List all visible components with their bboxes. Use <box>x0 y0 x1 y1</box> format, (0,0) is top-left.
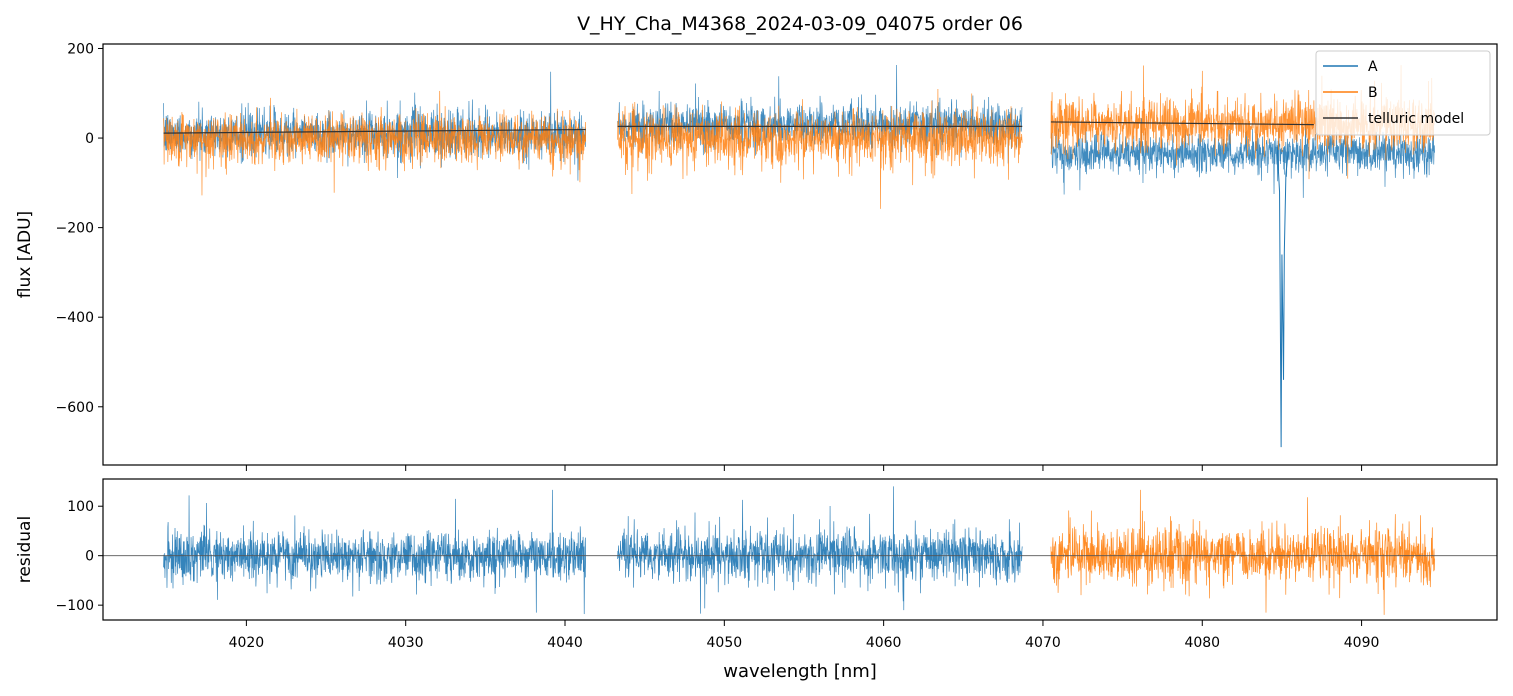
residual-axes-frame <box>102 478 1498 621</box>
x-tick-label: 4090 <box>1344 635 1380 651</box>
flux-axes-frame <box>102 43 1498 466</box>
x-tick-label: 4060 <box>866 635 902 651</box>
flux-ytick-label: 0 <box>85 131 94 147</box>
residual-ytick-label: −100 <box>56 598 94 614</box>
flux-ytick-label: −600 <box>56 400 94 416</box>
flux-ytick-label: −400 <box>56 310 94 326</box>
telluric-model-line <box>1050 121 1314 126</box>
telluric-model-line <box>163 128 586 134</box>
legend-label: A <box>1368 59 1378 75</box>
flux-data <box>163 65 1435 448</box>
series-a-line <box>1050 116 1435 198</box>
x-tick-label: 4080 <box>1184 635 1220 651</box>
x-tick-label: 4040 <box>547 635 583 651</box>
residual-ytick-label: 100 <box>67 499 94 515</box>
series-a-absorption-line <box>1276 146 1289 448</box>
x-tick-label: 4020 <box>229 635 265 651</box>
x-tick-label: 4050 <box>707 635 743 651</box>
x-tick-label: 4070 <box>1025 635 1061 651</box>
series-b-line <box>163 90 587 196</box>
residual-axes: 100 0 −100 4020 4030 4040 4050 4060 4070 4080 4090 <box>56 499 1380 651</box>
residual-data <box>103 486 1497 615</box>
x-axis-label: wavelength [nm] <box>723 661 877 682</box>
legend-label: B <box>1368 85 1378 101</box>
residual-panel: 100 0 −100 4020 4030 4040 4050 4060 4070 4080 4090… <box>15 478 1498 682</box>
flux-ytick-label: −200 <box>56 221 94 237</box>
flux-ylabel: flux [ADU] <box>15 211 35 298</box>
residual-ytick-label: 0 <box>85 549 94 565</box>
residual-b-line <box>1050 489 1435 615</box>
series-a-line <box>163 71 587 181</box>
legend-box <box>1315 50 1491 136</box>
residual-a-line <box>617 486 1023 614</box>
legend-label: telluric model <box>1368 111 1464 127</box>
residual-a-line <box>163 489 587 615</box>
series-b-line <box>617 88 1023 209</box>
chart-title: V_HY_Cha_M4368_2024-03-09_04075 order 06 <box>577 13 1023 35</box>
x-tick-label: 4030 <box>388 635 424 651</box>
flux-ytick-label: 200 <box>67 41 94 57</box>
residual-ylabel: residual <box>15 516 35 583</box>
flux-axes: 200 0 −200 −400 −600 <box>56 41 1363 471</box>
